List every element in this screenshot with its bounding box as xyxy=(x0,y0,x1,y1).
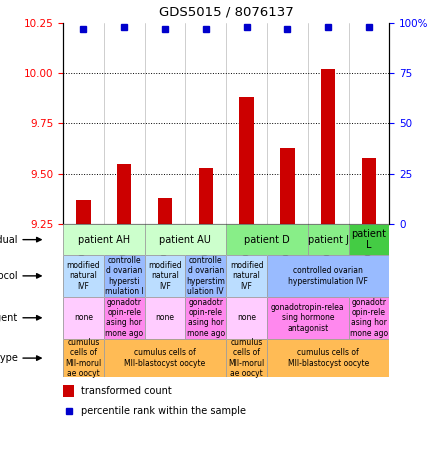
Text: gonadotr
opin-rele
asing hor
mone ago: gonadotr opin-rele asing hor mone ago xyxy=(105,298,143,338)
Text: patient AH: patient AH xyxy=(78,235,130,245)
Bar xyxy=(63,386,74,397)
Bar xyxy=(239,97,253,224)
Text: protocol: protocol xyxy=(0,271,18,281)
Text: gonadotropin-relea
sing hormone
antagonist: gonadotropin-relea sing hormone antagoni… xyxy=(270,303,344,333)
Bar xyxy=(279,148,294,224)
Bar xyxy=(198,168,213,224)
Text: modified
natural
IVF: modified natural IVF xyxy=(148,261,181,291)
Text: individual: individual xyxy=(0,235,18,245)
Text: none: none xyxy=(237,313,256,322)
Text: none: none xyxy=(74,313,93,322)
Bar xyxy=(361,158,375,224)
Text: patient AU: patient AU xyxy=(159,235,211,245)
Bar xyxy=(158,198,172,224)
Bar xyxy=(117,164,131,224)
Bar xyxy=(76,200,90,224)
Text: cumulus
cells of
MII-morul
ae oocyt: cumulus cells of MII-morul ae oocyt xyxy=(228,338,264,378)
Text: modified
natural
IVF: modified natural IVF xyxy=(66,261,100,291)
Text: percentile rank within the sample: percentile rank within the sample xyxy=(81,406,246,416)
Text: patient D: patient D xyxy=(243,235,289,245)
Text: cumulus
cells of
MII-morul
ae oocyt: cumulus cells of MII-morul ae oocyt xyxy=(65,338,102,378)
Text: cumulus cells of
MII-blastocyst oocyte: cumulus cells of MII-blastocyst oocyte xyxy=(287,348,368,368)
Bar xyxy=(320,69,335,224)
Text: controlle
d ovarian
hypersti
mulation I: controlle d ovarian hypersti mulation I xyxy=(105,256,143,296)
Text: agent: agent xyxy=(0,313,18,323)
Text: gonadotr
opin-rele
asing hor
mone ago: gonadotr opin-rele asing hor mone ago xyxy=(349,298,387,338)
Text: modified
natural
IVF: modified natural IVF xyxy=(229,261,263,291)
Text: patient J: patient J xyxy=(307,235,348,245)
Text: controlle
d ovarian
hyperstim
ulation IV: controlle d ovarian hyperstim ulation IV xyxy=(186,256,225,296)
Text: gonadotr
opin-rele
asing hor
mone ago: gonadotr opin-rele asing hor mone ago xyxy=(186,298,224,338)
Text: none: none xyxy=(155,313,174,322)
Text: controlled ovarian
hyperstimulation IVF: controlled ovarian hyperstimulation IVF xyxy=(288,266,367,285)
Text: cell type: cell type xyxy=(0,353,18,363)
Text: transformed count: transformed count xyxy=(81,386,171,396)
Text: cumulus cells of
MII-blastocyst oocyte: cumulus cells of MII-blastocyst oocyte xyxy=(124,348,205,368)
Title: GDS5015 / 8076137: GDS5015 / 8076137 xyxy=(158,6,293,19)
Text: patient
L: patient L xyxy=(351,229,385,251)
